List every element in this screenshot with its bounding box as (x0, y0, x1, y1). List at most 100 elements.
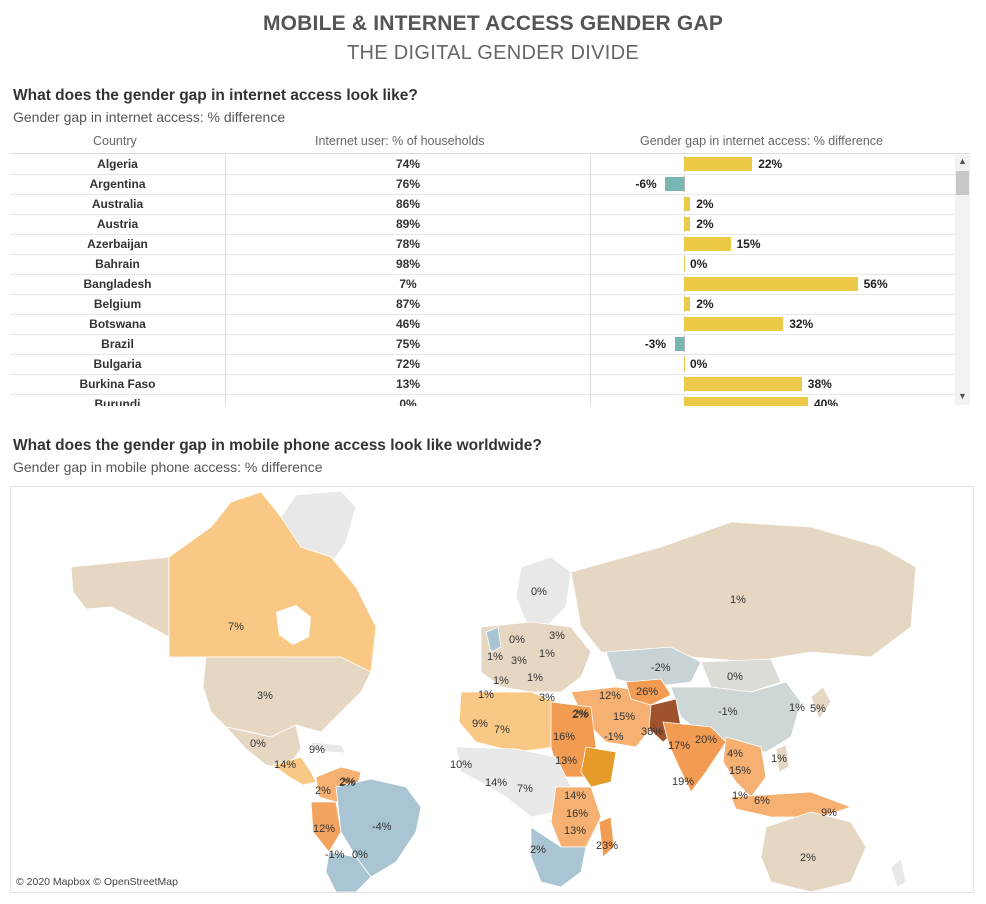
gap-bar[interactable] (684, 157, 753, 171)
row-country: Argentina (89, 177, 146, 191)
land-new-zealand (890, 858, 907, 888)
gap-bar-label: 0% (690, 257, 708, 271)
gap-bar[interactable] (684, 217, 691, 231)
gap-bar[interactable] (684, 257, 685, 271)
world-map-svg: 7% 3% 0% 14% 9% 2% 2% 2% 12% -4% -1% 0% 1% -2% 0% -1% 1%… (70, 490, 917, 892)
land-west-central-africa (455, 746, 572, 818)
table-row[interactable]: Bangladesh 7% 56% (10, 274, 955, 295)
map-value-label: 4% (727, 748, 743, 760)
row-users-value: 74% (395, 157, 421, 171)
gap-bar[interactable] (684, 197, 691, 211)
table-row[interactable]: Algeria 74% 22% (10, 154, 955, 175)
gap-bar-label: 56% (863, 277, 888, 291)
map-value-label: 1% (478, 689, 494, 701)
map-value-label: 1% (493, 675, 509, 687)
gap-bar-label: 40% (814, 397, 839, 406)
row-country: Brazil (101, 337, 134, 351)
row-users-value: 7% (399, 277, 417, 291)
map-value-label: 23% (596, 840, 618, 852)
land-india (662, 721, 727, 793)
table-row[interactable]: Austria 89% 2% (10, 214, 955, 235)
row-country: Austria (96, 217, 139, 231)
map-value-label: 3% (539, 692, 555, 704)
map-value-label: 15% (729, 765, 751, 777)
gap-bar-label: 2% (696, 197, 714, 211)
map-value-label: 7% (517, 783, 533, 795)
map-value-label: 13% (555, 755, 577, 767)
map-value-label: 0% (727, 671, 743, 683)
gap-bar[interactable] (684, 277, 858, 291)
land-mongolia (700, 658, 782, 693)
column-header-gap[interactable]: Gender gap in internet access: % differe… (640, 134, 883, 148)
table-row[interactable]: Belgium 87% 2% (10, 294, 955, 315)
land-philippines (775, 744, 790, 773)
map-value-label: 16% (553, 731, 575, 743)
map-value-label: 3% (257, 690, 273, 702)
row-users-value: 75% (395, 337, 421, 351)
row-country: Australia (91, 197, 144, 211)
gap-bar[interactable] (684, 297, 691, 311)
gap-bar[interactable] (684, 237, 731, 251)
row-users-value: 87% (395, 297, 421, 311)
land-southern-cone (325, 851, 372, 892)
table-row[interactable]: Brazil 75% -3% (10, 334, 955, 355)
gap-bar[interactable] (665, 177, 684, 191)
map-value-label: 2% (340, 776, 356, 788)
internet-gap-table[interactable]: Algeria 74% 22% Argentina 76% -6% Australia 86%… (10, 153, 970, 406)
map-value-label: 9% (309, 744, 325, 756)
table-row[interactable]: Bulgaria 72% 0% (10, 354, 955, 375)
map-value-label: 14% (564, 790, 586, 802)
land-southern-africa (530, 826, 587, 888)
gap-bar[interactable] (684, 377, 802, 391)
gap-bar[interactable] (684, 397, 808, 406)
gap-bar[interactable] (674, 337, 684, 351)
map-value-label: 2% (572, 709, 588, 721)
table-row[interactable]: Burundi 0% 40% (10, 394, 955, 406)
scroll-up-arrow-icon[interactable]: ▲ (958, 156, 967, 166)
table-row[interactable]: Botswana 46% 32% (10, 314, 955, 335)
row-country: Bulgaria (93, 357, 142, 371)
row-users-value: 86% (395, 197, 421, 211)
row-country: Burkina Faso (79, 377, 156, 391)
scroll-down-arrow-icon[interactable]: ▼ (958, 391, 967, 401)
row-users-value: 76% (395, 177, 421, 191)
table-row[interactable]: Australia 86% 2% (10, 194, 955, 215)
map-value-label: 15% (613, 711, 635, 723)
map-value-label: 3% (549, 630, 565, 642)
map-value-label: 17% (668, 740, 690, 752)
row-users-value: 46% (395, 317, 421, 331)
map-value-label: 5% (810, 703, 826, 715)
map-value-label: 1% (539, 648, 555, 660)
table-scrollbar[interactable] (955, 155, 970, 405)
table-row[interactable]: Azerbaijan 78% 15% (10, 234, 955, 255)
column-header-users[interactable]: Internet user: % of households (315, 134, 485, 148)
land-madagascar (598, 816, 615, 858)
water-hudson-bay (276, 605, 311, 645)
gap-bar-label: 32% (789, 317, 814, 331)
table-row[interactable]: Burkina Faso 13% 38% (10, 374, 955, 395)
map-value-label: 3% (511, 655, 527, 667)
map-value-label: 2% (339, 777, 355, 789)
zero-axis-line (684, 176, 685, 192)
map-value-label: 26% (636, 686, 658, 698)
gap-bar[interactable] (684, 357, 685, 371)
row-country: Burundi (94, 397, 141, 406)
column-divider (225, 154, 226, 406)
map-value-label: -4% (372, 821, 392, 833)
land-caribbean (310, 741, 347, 754)
world-map[interactable]: 7% 3% 0% 14% 9% 2% 2% 2% 12% -4% -1% 0% 1% -2% 0% -1% 1%… (10, 486, 974, 893)
mobile-section-heading: What does the gender gap in mobile phone… (13, 437, 542, 454)
column-divider (590, 154, 591, 406)
map-value-label: 12% (599, 690, 621, 702)
table-row[interactable]: Argentina 76% -6% (10, 174, 955, 195)
page-subtitle: THE DIGITAL GENDER DIVIDE (347, 42, 639, 64)
scrollbar-thumb[interactable] (956, 171, 969, 195)
map-value-label: -1% (325, 849, 345, 861)
gap-bar[interactable] (684, 317, 784, 331)
row-country: Algeria (97, 157, 138, 171)
column-header-country[interactable]: Country (93, 134, 137, 148)
map-value-label: 14% (274, 759, 296, 771)
land-central-america (272, 756, 317, 786)
table-row[interactable]: Bahrain 98% 0% (10, 254, 955, 275)
map-value-label: 0% (352, 849, 368, 861)
